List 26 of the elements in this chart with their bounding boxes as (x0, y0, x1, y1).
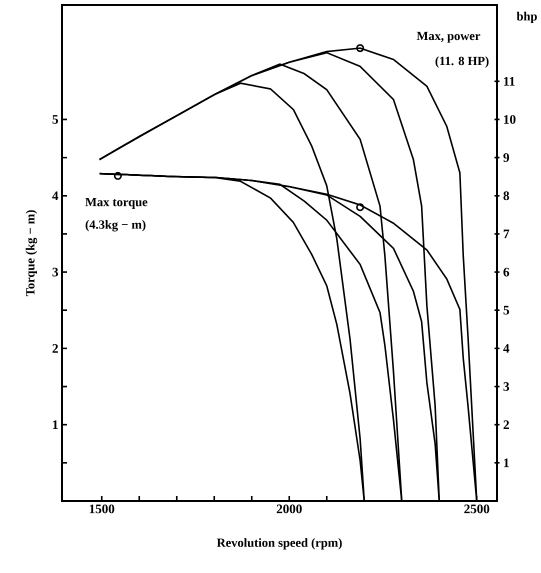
y2-tick-label: 2 (504, 420, 510, 429)
y-tick-label: 1 (53, 420, 58, 429)
y-tick-label: 2 (52, 344, 58, 353)
y2-tick-label: 8 (504, 191, 510, 200)
x-tick-label: 2500 (464, 504, 490, 514)
y2-axis-title: bhp (516, 12, 538, 24)
y2-tick-label: 1 (504, 458, 510, 468)
y2-tick-label: 11 (504, 77, 515, 86)
y2-tick-label: 10 (504, 115, 516, 124)
annotation: Max torque (85, 198, 148, 209)
y-tick-label: 3 (52, 268, 58, 276)
y2-tick-label: 3 (504, 382, 510, 391)
y2-tick-label: 6 (504, 268, 510, 276)
y2-tick-label: 9 (504, 153, 510, 162)
y2-tick-label: 7 (504, 230, 510, 238)
y2-tick-label: 4 (503, 344, 510, 353)
annotation: Max, power (416, 32, 480, 43)
y-axis-title: Torque (kg − m) (26, 210, 38, 296)
y-tick-label: 5 (52, 115, 58, 124)
annotation: (11. 8 HP) (436, 56, 489, 68)
annotation: (4.3kg − m) (86, 220, 146, 232)
x-axis-title: Revolution speed (rpm) (217, 538, 342, 550)
x-tick-label: 1500 (90, 504, 114, 514)
y2-tick-label: 5 (504, 306, 510, 315)
x-tick-label: 2000 (276, 504, 302, 514)
y-tick-label: 4 (52, 191, 58, 200)
